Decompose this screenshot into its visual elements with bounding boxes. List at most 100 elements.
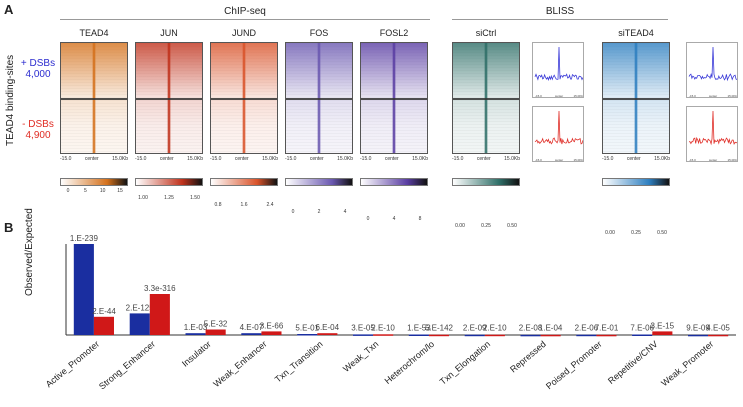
profile-axis-label: -15.0 <box>535 158 542 162</box>
bar-pvalue-label: 2.E-08 <box>519 324 543 333</box>
axis-tick-label: -15.0 <box>60 156 72 162</box>
colorbar-tick-label: 10 <box>99 188 106 194</box>
x-tick-label: Txn_Elongation <box>438 339 492 387</box>
bar <box>688 334 709 337</box>
heatmap-divider <box>136 98 202 100</box>
x-tick-label: Repetitive/CNV <box>606 339 660 386</box>
bar <box>297 334 318 336</box>
x-tick-label: Weak_Promoter <box>659 339 715 388</box>
profile-sitead4-plus: -15.0 center 15.0Kb <box>686 42 738 98</box>
bar-pvalue-label: 5.E-01 <box>295 324 319 333</box>
axis-tick-label: -15.0 <box>210 156 222 162</box>
bar <box>149 294 170 335</box>
bar <box>261 331 282 335</box>
axis-tick-label: -15.0 <box>360 156 372 162</box>
axis-tick-label: center <box>234 156 249 162</box>
axis-tick-label: -15.0 <box>285 156 297 162</box>
profile-axis-label: 15.0Kb <box>573 94 583 98</box>
bar-pvalue-label: 7.E-06 <box>630 324 654 333</box>
colorbar-tick-label: 4 <box>343 209 347 215</box>
bar <box>129 313 150 335</box>
bar-pvalue-label: 2.E-125 <box>126 303 155 312</box>
bar-pvalue-label: 9.E-09 <box>686 324 710 333</box>
bar-pvalue-label: 1.E-53 <box>407 324 431 333</box>
bar-pvalue-label: 5.E-142 <box>425 324 454 333</box>
bar <box>484 334 505 337</box>
bar <box>464 334 485 337</box>
profile-axis-label: center <box>555 158 563 162</box>
bar-pvalue-label: 3.E-15 <box>651 321 675 330</box>
bar-pvalue-label: 2.E-44 <box>92 307 116 316</box>
minus-dsbs-count: 4,900 <box>25 130 51 141</box>
profile-axis-label: -15.0 <box>689 94 696 98</box>
profile-axis-label: -15.0 <box>689 158 696 162</box>
heatmap-x-axis: -15.0 center 15.0Kb <box>135 156 203 162</box>
plus-dsbs-count: 4,000 <box>25 69 51 80</box>
bar <box>185 333 206 335</box>
profile-axis-label: 15.0Kb <box>573 158 583 162</box>
profile-line <box>688 46 737 82</box>
minus-dsbs-text: - DSBs <box>22 119 54 130</box>
heatmap-sitead4 <box>602 42 670 154</box>
heatmap-jun <box>135 42 203 154</box>
bar <box>576 334 597 337</box>
axis-tick-label: 15.0Kb <box>337 156 353 162</box>
axis-tick-label: center <box>309 156 324 162</box>
x-tick-label: Weak_Txn <box>341 339 380 374</box>
colorbar-tick-label: 0.25 <box>631 230 641 236</box>
colorbar-ticks: 0.8 1.6 2.4 <box>210 202 278 209</box>
heatmap-fosl2 <box>360 42 428 154</box>
axis-tick-label: center <box>626 156 641 162</box>
bar-pvalue-label: 6.E-04 <box>316 323 340 332</box>
y-axis-title-binding-sites: TEAD4 binding-sites <box>5 54 16 146</box>
axis-tick-label: 15.0Kb <box>112 156 128 162</box>
colorbar-tick-label: 15 <box>117 188 123 194</box>
axis-tick-label: -15.0 <box>135 156 147 162</box>
axis-tick-label: 15.0Kb <box>262 156 278 162</box>
axis-tick-label: center <box>476 156 491 162</box>
x-tick-label: Heterochrom/lo <box>383 339 437 386</box>
bar <box>596 334 617 337</box>
colorbar-tick-label: 1.50 <box>190 195 200 201</box>
colorbar-tick-label: 1.00 <box>138 195 148 201</box>
bar-pvalue-label: 2.E-09 <box>463 324 487 333</box>
colorbar-tick-label: 0.50 <box>507 223 517 229</box>
profile-line <box>534 46 583 82</box>
profile-line <box>534 110 583 145</box>
heatmap-jund <box>210 42 278 154</box>
colorbar-tick-label: 8 <box>418 216 422 222</box>
bar <box>540 334 561 337</box>
colorbar-ticks: 0 5 10 15 <box>60 188 128 195</box>
profile-axis-label: 15.0Kb <box>727 158 737 162</box>
bar-pvalue-label: 1.E-04 <box>539 324 563 333</box>
heatmap-fos <box>285 42 353 154</box>
heatmap-divider <box>453 98 519 100</box>
colorbar-tead4 <box>60 178 128 186</box>
colorbar-tick-label: 0.25 <box>481 223 491 229</box>
colorbar-tick-label: 0.50 <box>657 230 667 236</box>
x-tick-label: Poised_Promoter <box>544 339 604 391</box>
panel-b-label: B <box>4 220 14 235</box>
colorbar-tick-label: 0.00 <box>455 223 465 229</box>
bar <box>520 334 541 337</box>
profile-sictrl-plus: -15.0 center 15.0Kb <box>532 42 584 98</box>
bar-pvalue-label: 3.E-05 <box>351 324 375 333</box>
axis-tick-label: 15.0Kb <box>187 156 203 162</box>
colorbar-tick-label: 1.6 <box>240 202 248 208</box>
bar-pvalue-label: 3.3e-316 <box>144 284 176 293</box>
bliss-title: BLISS <box>545 6 575 17</box>
chipseq-title: ChIP-seq <box>224 6 266 17</box>
colorbar-tick-label: 2 <box>317 209 321 215</box>
bar-pvalue-label: 5.E-32 <box>204 320 228 329</box>
colorbar-jun <box>135 178 203 186</box>
bar <box>632 334 653 336</box>
colorbar-tick-label: 0 <box>291 209 295 215</box>
heatmap-divider <box>61 98 127 100</box>
heatmap-title-jun: JUN <box>160 28 178 38</box>
bar <box>353 334 374 336</box>
bar <box>241 333 262 335</box>
axis-tick-label: center <box>384 156 399 162</box>
colorbar-tick-label: 0.00 <box>605 230 615 236</box>
bar <box>652 331 673 335</box>
profile-axis-label: center <box>709 94 717 98</box>
